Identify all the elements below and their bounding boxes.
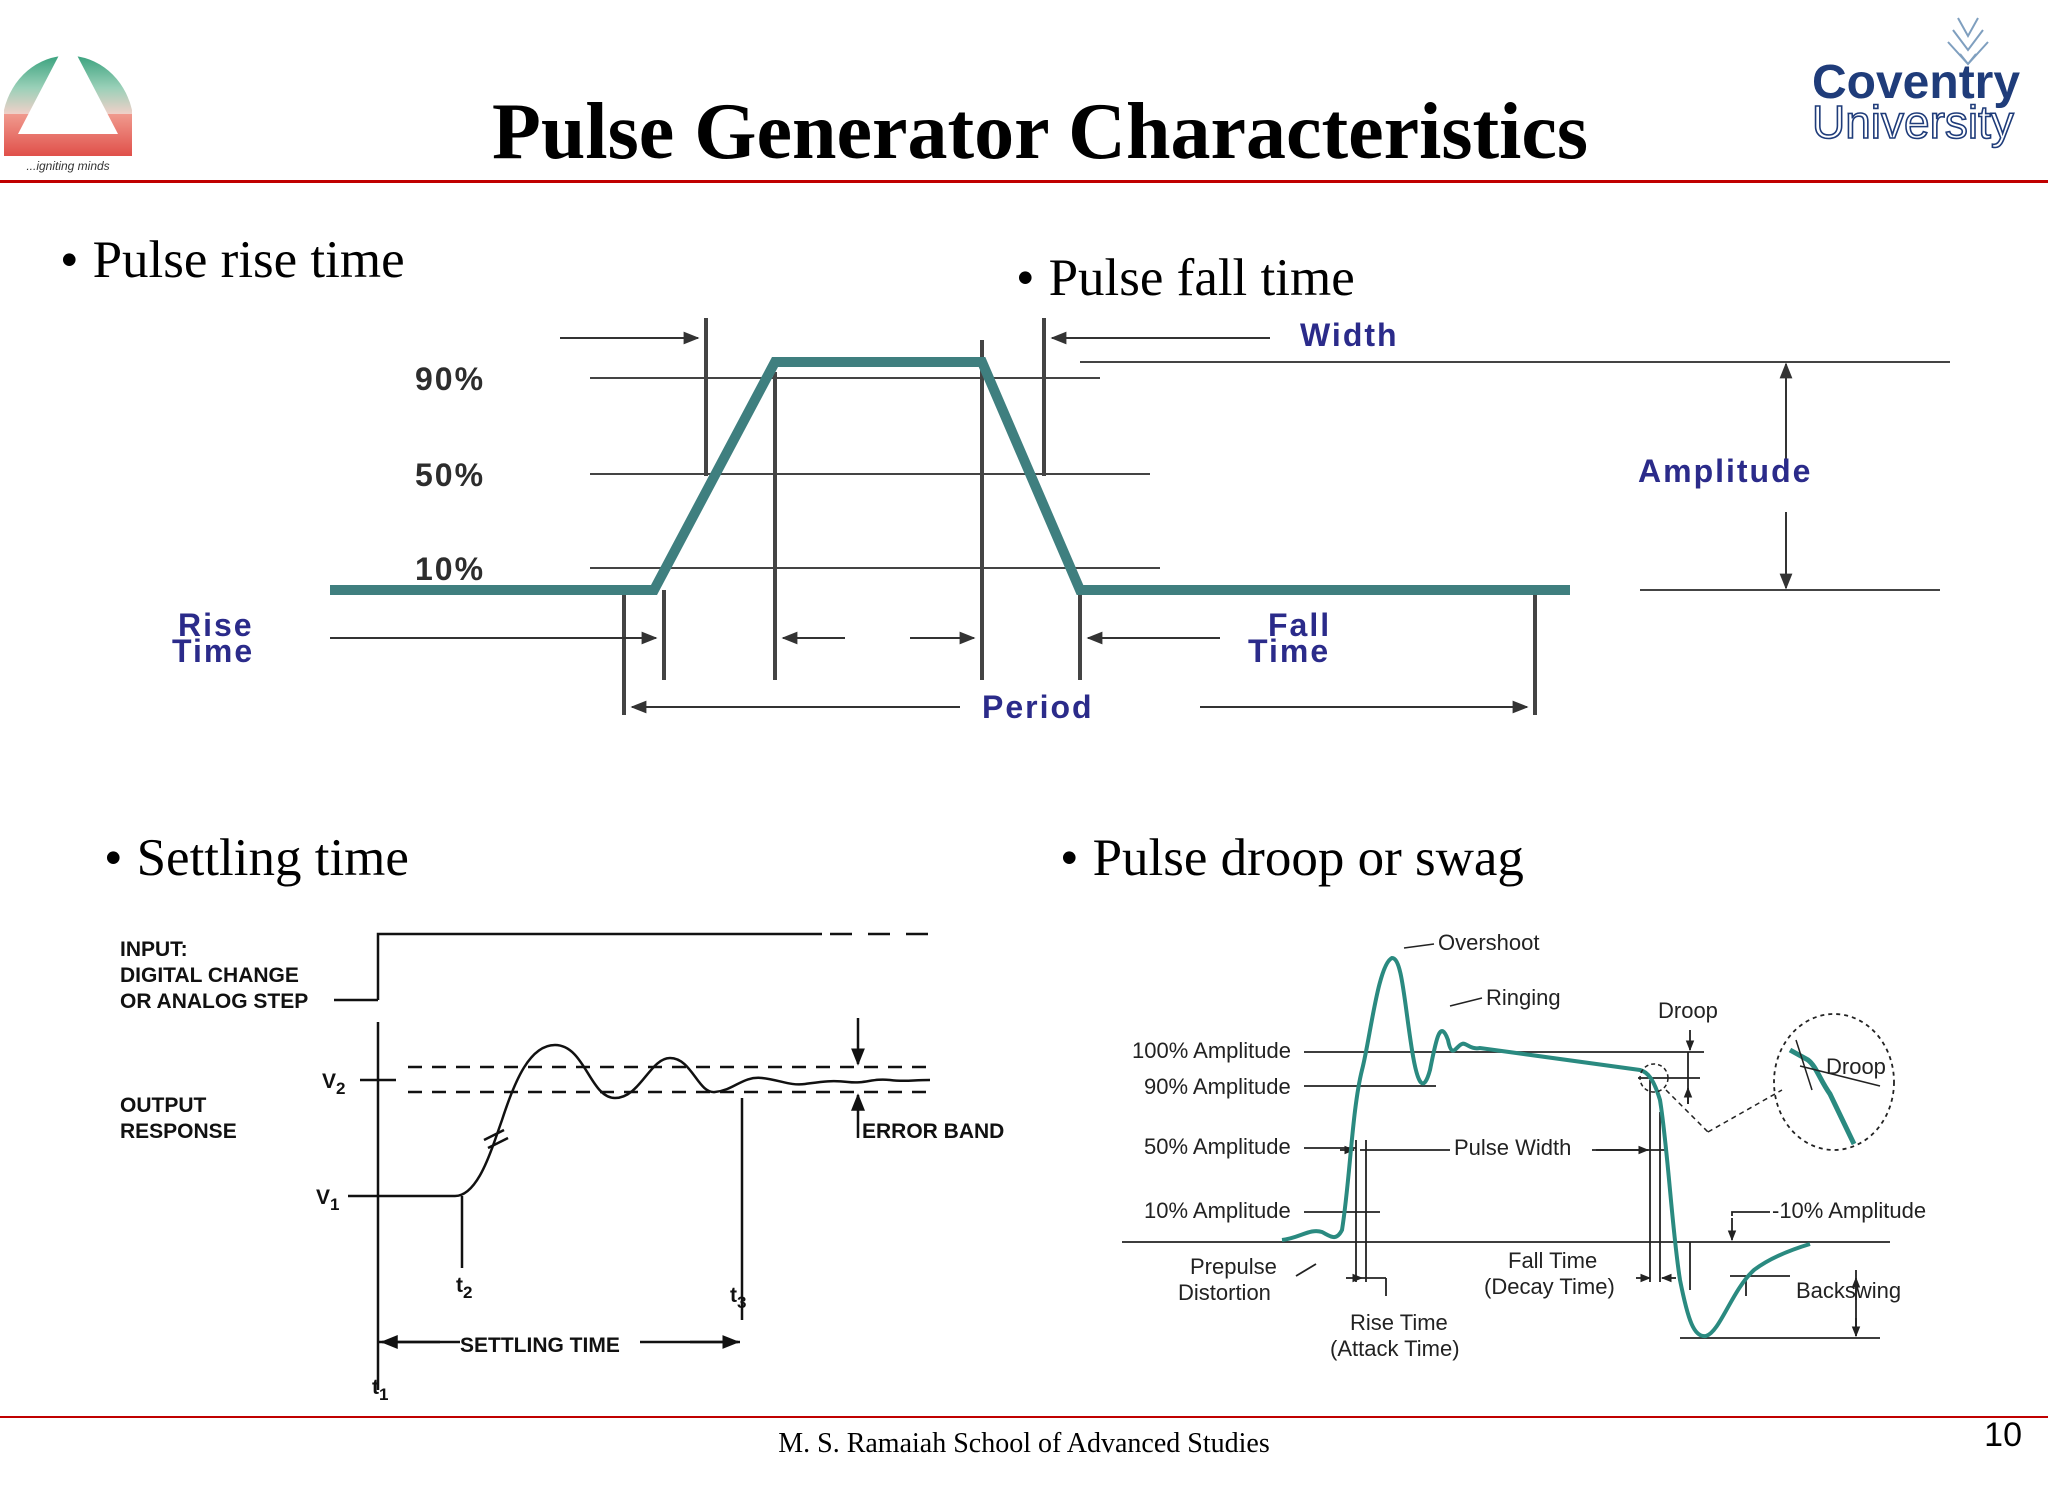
label-v1-subscript: 1 bbox=[330, 1195, 339, 1214]
label-10-percent: 10% bbox=[415, 551, 485, 587]
bullet-dot: • bbox=[60, 231, 79, 289]
bullet-label: Pulse rise time bbox=[92, 231, 405, 289]
slide-title: Pulse Generator Characteristics bbox=[492, 88, 1588, 176]
label-rise-time-1: Rise bbox=[178, 607, 254, 643]
label-fall-time-1: Fall bbox=[1268, 607, 1331, 643]
svg-text:t3: t3 bbox=[730, 1284, 746, 1312]
label-response: RESPONSE bbox=[120, 1120, 237, 1143]
logo-line-coventry: Coventry bbox=[1812, 56, 2020, 109]
label-attack-time: (Attack Time) bbox=[1330, 1336, 1460, 1361]
logo-line-university: University bbox=[1812, 96, 2014, 148]
droop-reference-lines bbox=[1122, 1051, 1890, 1339]
label-input: INPUT: bbox=[120, 938, 188, 961]
dimension-arrows bbox=[330, 331, 1793, 714]
bullet-dot: • bbox=[104, 829, 123, 887]
bullet-dot: • bbox=[1016, 249, 1035, 307]
label-ringing: Ringing bbox=[1486, 985, 1561, 1010]
label-v1: V bbox=[316, 1186, 330, 1209]
label-decay-time: (Decay Time) bbox=[1484, 1274, 1615, 1299]
label-10-amplitude: 10% Amplitude bbox=[1144, 1198, 1291, 1223]
label-minus-10-amplitude: -10% Amplitude bbox=[1772, 1198, 1926, 1223]
svg-text:V1: V1 bbox=[316, 1186, 339, 1214]
label-width: Width bbox=[1300, 317, 1399, 353]
svg-text:V2: V2 bbox=[322, 1070, 345, 1098]
bullet-label: Pulse fall time bbox=[1048, 249, 1355, 307]
label-error-band: ERROR BAND bbox=[862, 1120, 1004, 1143]
label-90-amplitude: 90% Amplitude bbox=[1144, 1074, 1291, 1099]
settling-lines bbox=[334, 932, 931, 1390]
header-divider bbox=[0, 180, 2048, 183]
vertical-markers bbox=[622, 318, 1537, 715]
settling-arrows bbox=[380, 1018, 865, 1349]
footer-divider bbox=[0, 1416, 2048, 1418]
droop-arrows bbox=[1340, 1030, 1861, 1338]
bullet-settling-time: • Settling time bbox=[104, 828, 409, 888]
axis-break-mark bbox=[483, 1128, 509, 1150]
svg-text:t2: t2 bbox=[456, 1274, 472, 1302]
bullet-label: Pulse droop or swag bbox=[1092, 829, 1524, 887]
label-v2-subscript: 2 bbox=[336, 1079, 345, 1098]
label-prepulse: Prepulse bbox=[1190, 1254, 1277, 1279]
bullet-rise-time: • Pulse rise time bbox=[60, 230, 405, 290]
label-t3-subscript: 3 bbox=[737, 1293, 746, 1312]
footer-text: M. S. Ramaiah School of Advanced Studies bbox=[778, 1428, 1270, 1459]
label-period: Period bbox=[982, 689, 1094, 725]
pulse-waveform bbox=[330, 357, 1570, 595]
droop-waveform bbox=[1281, 955, 1811, 1339]
label-fall-time: Fall Time bbox=[1508, 1248, 1597, 1273]
label-fall-time-2: Time bbox=[1248, 633, 1330, 669]
university-logo: Coventry University bbox=[1811, 17, 2020, 149]
label-t1: t bbox=[372, 1376, 379, 1399]
level-lines bbox=[590, 361, 1950, 591]
label-t2: t bbox=[456, 1274, 463, 1297]
label-t1-subscript: 1 bbox=[379, 1385, 388, 1404]
droop-zoom-inset bbox=[1639, 1013, 1895, 1151]
bullet-dot: • bbox=[1060, 829, 1079, 887]
label-100-amplitude: 100% Amplitude bbox=[1132, 1038, 1291, 1063]
label-output: OUTPUT bbox=[120, 1094, 207, 1117]
svg-text:t1: t1 bbox=[372, 1376, 388, 1404]
label-backswing: Backswing bbox=[1796, 1278, 1901, 1303]
label-t3: t bbox=[730, 1284, 737, 1307]
label-settling-time: SETTLING TIME bbox=[460, 1334, 620, 1357]
school-logo: ...igniting minds bbox=[4, 38, 132, 173]
label-pulse-width: Pulse Width bbox=[1454, 1135, 1571, 1160]
page-number: 10 bbox=[1984, 1416, 2022, 1454]
label-50-percent: 50% bbox=[415, 457, 485, 493]
bullet-label: Settling time bbox=[136, 829, 409, 887]
label-rise-time-2: Time bbox=[172, 633, 254, 669]
label-overshoot: Overshoot bbox=[1438, 930, 1540, 955]
label-droop-zoom: Droop bbox=[1826, 1054, 1886, 1079]
label-rise-time: Rise Time bbox=[1350, 1310, 1448, 1335]
logo-tagline: ...igniting minds bbox=[26, 159, 109, 173]
label-distortion: Distortion bbox=[1178, 1280, 1271, 1305]
label-t2-subscript: 2 bbox=[463, 1283, 472, 1302]
label-50-amplitude: 50% Amplitude bbox=[1144, 1134, 1291, 1159]
eagle-emblem-icon bbox=[1947, 17, 1989, 66]
label-v2: V bbox=[322, 1070, 336, 1093]
label-digital-change: DIGITAL CHANGE bbox=[120, 964, 299, 987]
label-droop: Droop bbox=[1658, 998, 1718, 1023]
bullet-pulse-droop: • Pulse droop or swag bbox=[1060, 828, 1524, 888]
label-analog-step: OR ANALOG STEP bbox=[120, 990, 308, 1013]
bullet-fall-time: • Pulse fall time bbox=[1016, 248, 1355, 308]
label-90-percent: 90% bbox=[415, 361, 485, 397]
label-amplitude: Amplitude bbox=[1638, 453, 1812, 489]
